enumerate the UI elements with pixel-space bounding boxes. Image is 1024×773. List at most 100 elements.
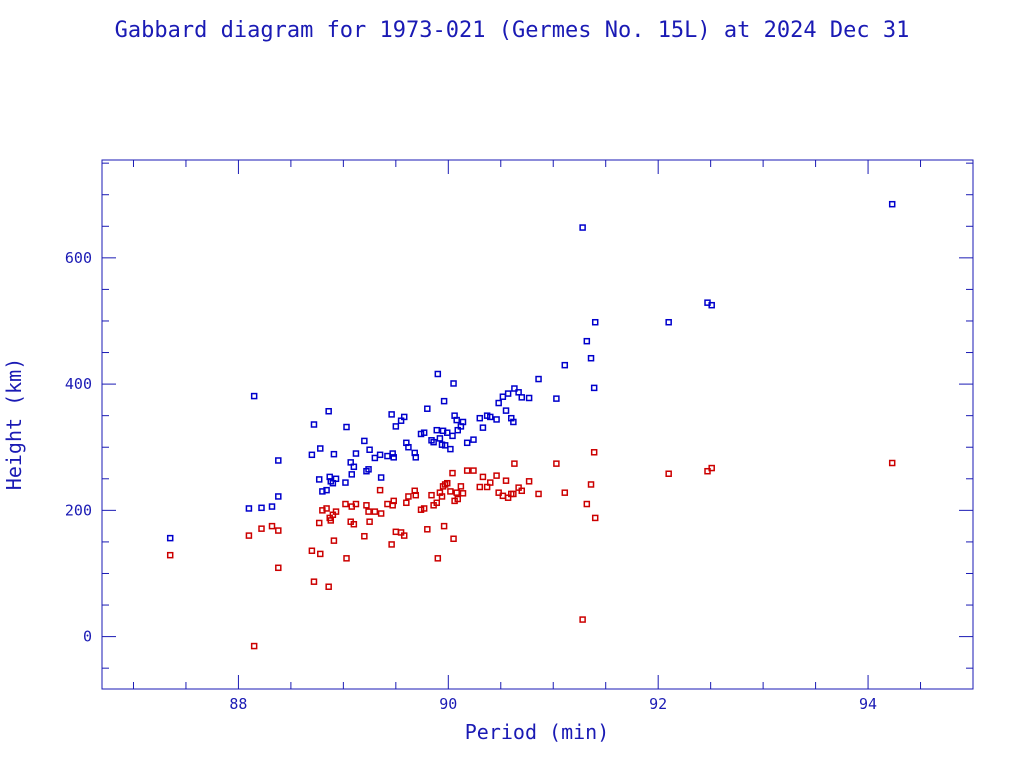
apogee-point (459, 418, 467, 426)
perigee-point (453, 489, 460, 496)
apogee-point (440, 397, 448, 405)
perigee-point (535, 490, 542, 498)
apogee-point (590, 384, 598, 392)
apogee-point (434, 370, 442, 378)
apogee-point (365, 466, 372, 473)
apogee-point (412, 454, 420, 461)
apogee-point (515, 389, 522, 396)
perigee-point (361, 532, 368, 540)
perigee-point (392, 528, 400, 536)
apogee-point (308, 451, 316, 459)
y-axis-label: Height (km) (2, 358, 26, 490)
apogee-point (258, 504, 265, 512)
apogee-point (332, 475, 340, 483)
perigee-point (493, 472, 500, 479)
apogee-point (535, 375, 542, 383)
perigee-point (330, 537, 338, 544)
apogee-point (436, 435, 444, 442)
perigee-point (315, 519, 323, 527)
apogee-point (499, 393, 507, 400)
apogee-point (708, 301, 715, 309)
apogee-point (511, 385, 518, 392)
perigee-point (463, 467, 471, 474)
perigee-series (166, 449, 896, 650)
perigee-point (342, 500, 349, 508)
apogee-point (561, 361, 569, 369)
apogee-point (371, 454, 379, 462)
perigee-point (366, 518, 373, 525)
apogee-point (430, 438, 437, 446)
apogee-point (348, 471, 356, 478)
apogee-point (275, 493, 282, 500)
apogee-point (343, 423, 350, 431)
perigee-point (888, 459, 896, 467)
y-tick-label: 0 (83, 628, 92, 646)
apogee-point (504, 390, 512, 397)
perigee-point (708, 464, 715, 472)
apogee-point (319, 488, 326, 495)
perigee-point (511, 460, 518, 467)
y-tick-label: 200 (65, 501, 92, 519)
perigee-point (420, 505, 428, 512)
perigee-point (377, 510, 385, 517)
apogee-point (405, 443, 412, 451)
apogee-point (493, 416, 500, 423)
perigee-point (444, 479, 451, 487)
apogee-point (587, 354, 595, 362)
apogee-point (420, 429, 428, 436)
perigee-point (449, 469, 456, 477)
apogee-point (470, 436, 477, 443)
apogee-point (449, 432, 456, 440)
perigee-point (258, 525, 265, 532)
perigee-point (308, 547, 316, 555)
apogee-point (350, 463, 358, 471)
perigee-point (350, 520, 358, 528)
apogee-point (388, 411, 395, 418)
perigee-point (343, 555, 350, 562)
perigee-point (388, 541, 395, 548)
perigee-point (310, 578, 318, 585)
apogee-point (502, 407, 510, 414)
perigee-point (400, 532, 408, 539)
apogee-point (453, 416, 460, 424)
perigee-point (440, 522, 448, 530)
apogee-point (392, 423, 400, 430)
perigee-point (424, 526, 431, 533)
perigee-point (583, 500, 591, 508)
apogee-point (487, 413, 494, 421)
perigee-point (317, 550, 324, 558)
apogee-point (463, 439, 471, 447)
apogee-series (166, 200, 896, 542)
apogee-point (384, 452, 391, 460)
apogee-point (342, 479, 349, 486)
apogee-point (665, 318, 672, 326)
apogee-point (450, 380, 457, 387)
apogee-point (366, 446, 373, 454)
perigee-point (434, 555, 442, 562)
perigee-point (457, 483, 465, 490)
perigee-point (470, 467, 477, 474)
apogee-point (389, 450, 396, 457)
perigee-point (525, 478, 533, 485)
perigee-point (502, 477, 510, 484)
perigee-point (665, 470, 672, 477)
perigee-point (590, 449, 598, 456)
perigee-point (275, 527, 282, 534)
data-points (166, 200, 896, 650)
apogee-point (352, 450, 360, 457)
apogee-point (510, 418, 517, 426)
perigee-point (433, 499, 441, 507)
apogee-point (315, 476, 323, 483)
perigee-point (250, 642, 258, 650)
apogee-point (376, 451, 384, 459)
apogee-point (476, 414, 484, 422)
apogee-point (591, 318, 599, 326)
perigee-point (450, 535, 457, 543)
perigee-point (332, 508, 340, 515)
perigee-point (371, 508, 379, 515)
apogee-point (268, 503, 276, 510)
perigee-point (405, 493, 412, 500)
apogee-point (325, 407, 332, 415)
apogee-point (579, 224, 586, 231)
